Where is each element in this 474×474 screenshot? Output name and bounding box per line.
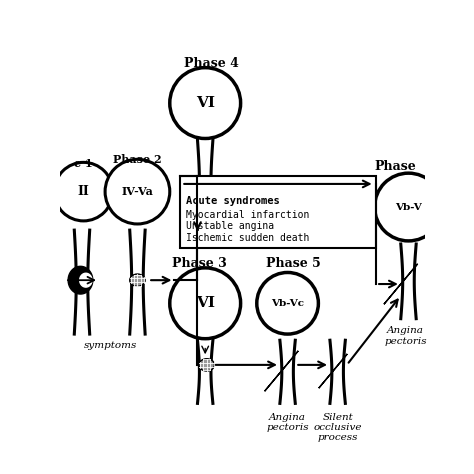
Ellipse shape (199, 359, 214, 371)
Text: VI: VI (196, 96, 215, 110)
Text: VI: VI (196, 296, 215, 310)
Text: Phase 4: Phase 4 (184, 56, 239, 70)
Text: symptoms: symptoms (84, 341, 137, 350)
Text: Phase 3: Phase 3 (172, 257, 227, 270)
Polygon shape (80, 273, 92, 287)
Circle shape (170, 68, 241, 138)
Circle shape (55, 163, 113, 221)
Text: Silent
occlusive
process: Silent occlusive process (313, 413, 362, 442)
Polygon shape (384, 264, 418, 304)
Text: Ischemic sudden death: Ischemic sudden death (186, 233, 310, 243)
Polygon shape (264, 351, 298, 391)
Text: Vb-V: Vb-V (395, 202, 422, 211)
Text: Myocardial infarction: Myocardial infarction (186, 210, 310, 220)
Text: Phase: Phase (374, 161, 416, 173)
Text: Acute syndromes: Acute syndromes (186, 196, 280, 206)
Circle shape (170, 268, 241, 339)
Text: II: II (78, 185, 90, 198)
Text: Phase 5: Phase 5 (266, 257, 321, 270)
Text: Angina
pectoris: Angina pectoris (384, 327, 427, 346)
Text: e 1: e 1 (74, 158, 93, 169)
Text: Phase 2: Phase 2 (113, 154, 162, 165)
Text: IV-Va: IV-Va (121, 186, 154, 197)
Polygon shape (68, 266, 93, 294)
Text: Angina
pectoris: Angina pectoris (266, 413, 309, 432)
Bar (180, 176, 376, 248)
Circle shape (257, 273, 319, 334)
Text: Vb-Vc: Vb-Vc (271, 299, 304, 308)
Ellipse shape (130, 274, 145, 286)
Circle shape (105, 159, 170, 224)
Ellipse shape (195, 178, 215, 195)
Text: Unstable angina: Unstable angina (186, 221, 274, 231)
Circle shape (374, 173, 442, 241)
Polygon shape (319, 354, 347, 388)
